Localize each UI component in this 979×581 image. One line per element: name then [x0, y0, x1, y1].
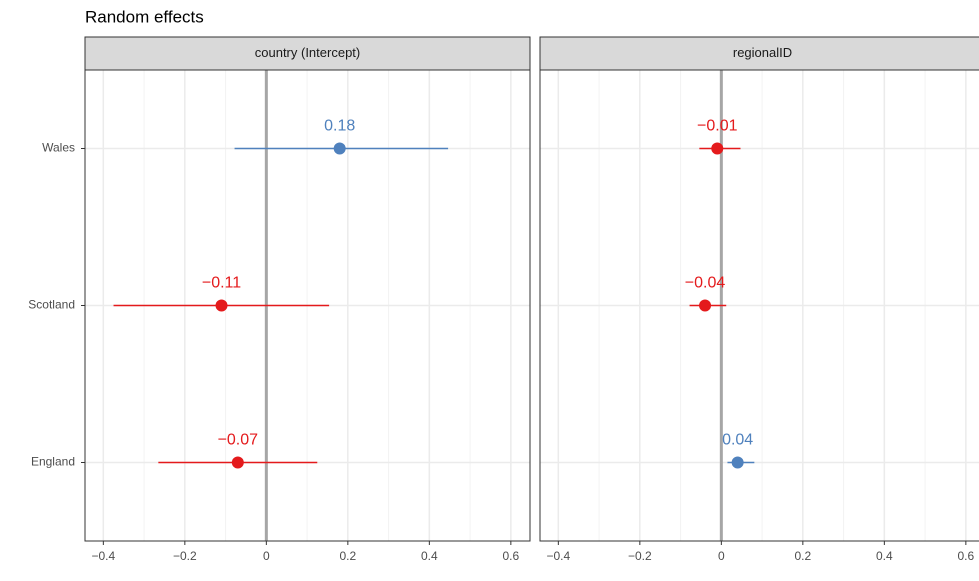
- strip-title: regionalID: [733, 45, 792, 60]
- point: [231, 456, 244, 469]
- y-tick-label: England: [31, 455, 75, 469]
- value-label: −0.04: [685, 275, 726, 292]
- value-label: 0.18: [324, 118, 355, 135]
- value-label: −0.11: [202, 275, 241, 292]
- chart-title: Random effects: [85, 7, 204, 26]
- panel-border: [84, 69, 531, 542]
- value-label: −0.07: [218, 432, 259, 449]
- x-tick-label: −0.2: [628, 549, 652, 563]
- value-label: 0.04: [722, 432, 753, 449]
- x-tick-label: 0.2: [339, 549, 356, 563]
- x-tick-label: 0.6: [503, 549, 520, 563]
- x-tick-label: −0.4: [546, 549, 570, 563]
- x-tick-label: 0: [718, 549, 725, 563]
- y-tick-label: Scotland: [28, 298, 75, 312]
- x-tick-label: 0.4: [876, 549, 893, 563]
- x-tick-label: −0.2: [173, 549, 197, 563]
- x-tick-label: 0.4: [421, 549, 438, 563]
- point: [333, 142, 346, 155]
- value-label: −0.01: [697, 118, 738, 135]
- panel-border: [539, 69, 979, 542]
- x-tick-label: 0.2: [794, 549, 811, 563]
- strip: [84, 36, 531, 71]
- y-tick-label: Wales: [42, 141, 75, 155]
- x-tick-label: 0: [263, 549, 270, 563]
- point: [731, 456, 744, 469]
- point: [215, 299, 228, 312]
- point: [699, 299, 712, 312]
- point: [711, 142, 724, 155]
- x-tick-label: −0.4: [91, 549, 115, 563]
- x-tick-label: 0.6: [958, 549, 975, 563]
- strip-title: country (Intercept): [255, 45, 361, 60]
